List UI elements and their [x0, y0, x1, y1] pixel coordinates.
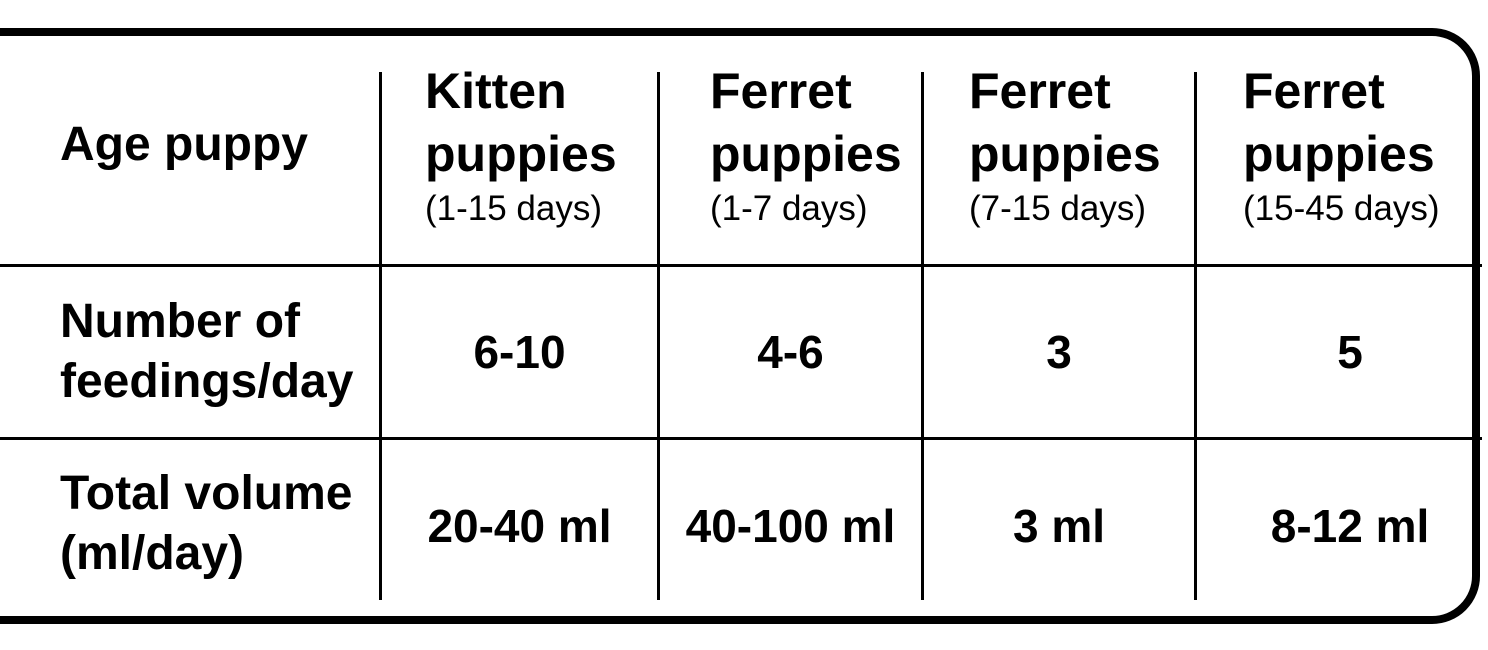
row-label-line: Number of	[60, 295, 300, 348]
table-cell: 20-40 ml	[382, 440, 657, 612]
cell-value: 3 ml	[1012, 500, 1106, 552]
column-title: puppies	[1243, 126, 1435, 182]
row-label-line: feedings/day	[60, 355, 354, 408]
row-divider	[0, 437, 1482, 440]
table-cell: 3 ml	[924, 440, 1194, 612]
column-title: puppies	[710, 126, 902, 182]
column-subtitle: (7-15 days)	[969, 189, 1147, 228]
table-border	[0, 28, 1480, 624]
table-cell: 8-12 ml	[1215, 440, 1485, 612]
corner-header-text: Age puppy	[60, 118, 308, 171]
row-label: Number of feedings/day	[60, 292, 353, 412]
column-title: Ferret	[1243, 63, 1385, 119]
column-header: Kitten puppies (1-15 days)	[425, 60, 617, 232]
column-title: puppies	[969, 126, 1161, 182]
table-cell: 5	[1215, 266, 1485, 437]
column-divider	[1194, 72, 1197, 600]
cell-value: 20-40 ml	[427, 500, 612, 552]
column-title: Kitten	[425, 63, 567, 119]
column-header: Ferret puppies (1-7 days)	[710, 60, 902, 232]
row-divider	[0, 264, 1482, 267]
cell-value: 5	[1337, 325, 1363, 378]
cell-value: 4-6	[757, 325, 824, 378]
table-cell: 4-6	[660, 266, 921, 437]
column-divider	[657, 72, 660, 600]
column-subtitle: (1-15 days)	[425, 189, 603, 228]
table-cell: 6-10	[382, 266, 657, 437]
column-divider	[379, 72, 382, 600]
row-label-line: (ml/day)	[60, 527, 245, 580]
row-label: Total volume (ml/day)	[60, 464, 352, 584]
cell-value: 3	[1046, 325, 1072, 378]
cell-value: 40-100 ml	[685, 500, 896, 552]
column-header: Ferret puppies (7-15 days)	[969, 60, 1161, 232]
cell-value: 6-10	[473, 325, 566, 378]
corner-header: Age puppy	[60, 110, 308, 180]
column-title: Ferret	[710, 63, 852, 119]
column-subtitle: (15-45 days)	[1243, 189, 1440, 228]
cell-value: 8-12 ml	[1270, 500, 1430, 552]
column-subtitle: (1-7 days)	[710, 189, 868, 228]
column-title: Ferret	[969, 63, 1111, 119]
column-divider	[921, 72, 924, 600]
table-cell: 3	[924, 266, 1194, 437]
row-label-line: Total volume	[60, 467, 353, 520]
column-title: puppies	[425, 126, 617, 182]
table-cell: 40-100 ml	[660, 440, 921, 612]
column-header: Ferret puppies (15-45 days)	[1243, 60, 1439, 232]
